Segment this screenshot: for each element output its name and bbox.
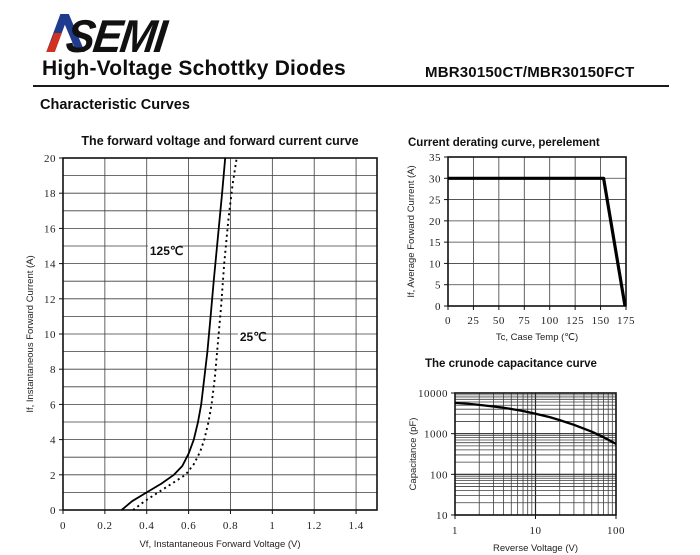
curve-label: 125℃ (150, 244, 184, 258)
y-tick-label: 10000 (418, 388, 448, 400)
x-tick-label: 100 (541, 315, 559, 327)
x-axis-label: Vf, Instantaneous Forward Voltage (V) (139, 539, 300, 550)
y-tick-label: 14 (44, 259, 56, 271)
grid-lines (448, 157, 626, 306)
logo-text: SEMI (63, 10, 171, 56)
plot-frame (447, 156, 627, 307)
x-tick-label: 50 (493, 315, 505, 327)
section-title: Characteristic Curves (40, 97, 190, 113)
x-axis-label: Reverse Voltage (V) (493, 543, 578, 554)
series-capacitance (454, 401, 617, 445)
x-tick-label: 100 (607, 525, 625, 537)
tick-labels: 0 0.2 0.4 0.6 0.8 1 1.2 1.4 0 2 4 6 8 10 12 14 16 18 20 (44, 153, 363, 532)
tick-labels: 0 25 50 75 100 125 150 175 0 5 10 15 20 25 30 35 (429, 152, 635, 327)
y-tick-label: 0 (50, 505, 56, 517)
forward-voltage-current-chart: 0 0.2 0.4 0.6 0.8 1 1.2 1.4 0 2 4 6 8 10 12 14 16 18 20 125… (20, 130, 398, 555)
cap-chart-svg: 1 10 100 10 100 1000 10000 The crunode capacita… (408, 358, 625, 554)
annotation-bg (147, 243, 180, 258)
grid-lines (63, 158, 377, 510)
logo-a-red-accent (46, 33, 62, 52)
x-tick-label: 0 (445, 315, 451, 327)
x-tick-label: 0.8 (223, 520, 238, 532)
chart-title: The forward voltage and forward current … (81, 134, 358, 148)
x-tick-label: 1 (269, 520, 275, 532)
y-tick-label: 6 (50, 399, 56, 411)
x-axis-label: Tc, Case Temp (℃) (496, 332, 578, 343)
grid-lines (455, 393, 616, 515)
y-tick-label: 0 (435, 301, 441, 313)
x-tick-label: 25 (467, 315, 479, 327)
x-tick-label: 0.4 (139, 520, 154, 532)
y-tick-label: 35 (429, 152, 441, 164)
y-tick-label: 8 (50, 364, 56, 376)
crunode-capacitance-chart: 1 10 100 10 100 1000 10000 The crunode capacita… (400, 350, 700, 555)
x-tick-label: 75 (518, 315, 530, 327)
current-derating-chart: 0 25 50 75 100 125 150 175 0 5 10 15 20 25 30 35 Current… (400, 130, 700, 353)
annotation-bg (237, 330, 263, 345)
tick-labels: 1 10 100 10 100 1000 10000 (418, 388, 625, 537)
fwd-chart-svg: 0 0.2 0.4 0.6 0.8 1 1.2 1.4 0 2 4 6 8 10 12 14 16 18 20 125… (25, 134, 378, 550)
y-axis-label: Capacitance (pF) (408, 418, 419, 491)
series-derating (448, 176, 627, 307)
y-tick-label: 20 (44, 153, 56, 165)
y-tick-label: 18 (44, 188, 56, 200)
x-tick-label: 125 (566, 315, 584, 327)
x-tick-label: 0 (60, 520, 66, 532)
asemi-logo: SEMI (46, 10, 172, 56)
y-tick-label: 2 (50, 470, 56, 482)
curve-label: 25℃ (240, 330, 267, 344)
chart-title: The crunode capacitance curve (425, 358, 597, 370)
page-title: High-Voltage Schottky Diodes (42, 57, 346, 80)
part-number: MBR30150CT/MBR30150FCT (425, 64, 635, 81)
y-axis-label: If, Instantaneous Forward Current (A) (25, 255, 36, 412)
y-tick-label: 25 (429, 195, 441, 207)
derating-chart-svg: 0 25 50 75 100 125 150 175 0 5 10 15 20 25 30 35 Current… (406, 137, 635, 343)
y-tick-label: 1000 (424, 429, 448, 441)
y-tick-label: 20 (429, 216, 441, 228)
x-tick-label: 1 (452, 525, 458, 537)
x-tick-label: 1.2 (307, 520, 322, 532)
y-tick-label: 15 (429, 237, 441, 249)
header-divider (33, 85, 669, 87)
x-tick-label: 150 (592, 315, 610, 327)
y-tick-label: 16 (44, 223, 56, 235)
y-tick-label: 100 (430, 469, 448, 481)
chart-title: Current derating curve, perelement (408, 137, 600, 149)
series-125 (121, 157, 227, 511)
y-tick-label: 10 (44, 329, 56, 341)
y-tick-label: 4 (50, 435, 56, 447)
y-tick-label: 30 (429, 173, 441, 185)
y-axis-label: If, Average Forward Current (A) (406, 165, 417, 297)
y-tick-label: 5 (435, 280, 441, 292)
logo-a-right-stroke (60, 14, 85, 52)
y-tick-label: 12 (44, 294, 56, 306)
x-tick-label: 10 (530, 525, 542, 537)
x-tick-label: 0.6 (181, 520, 196, 532)
x-tick-label: 0.2 (97, 520, 112, 532)
x-tick-label: 1.4 (348, 520, 363, 532)
y-tick-label: 10 (429, 258, 441, 270)
y-tick-label: 10 (436, 510, 448, 522)
x-tick-label: 175 (617, 315, 635, 327)
